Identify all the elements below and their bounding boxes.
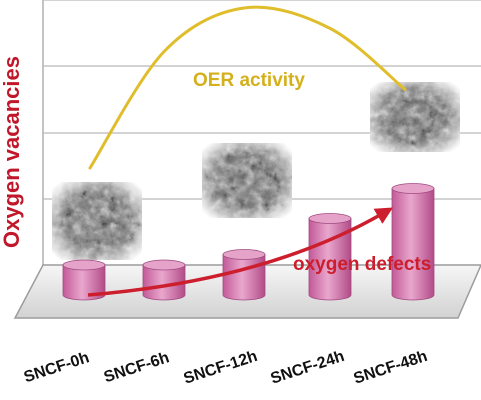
x-tick-label: SNCF-0h	[22, 349, 92, 386]
x-tick-label: SNCF-24h	[269, 348, 347, 388]
bar-SNCF-48h	[391, 183, 435, 301]
x-tick-label: SNCF-48h	[352, 348, 430, 388]
bar-SNCF-12h	[222, 249, 266, 301]
x-tick-label: SNCF-6h	[102, 349, 172, 386]
y-axis-label: Oxygen vacancies	[0, 56, 24, 248]
sem-image-12h	[202, 143, 292, 218]
sem-image-0h	[52, 182, 142, 260]
oer-activity-label: OER activity	[193, 70, 305, 91]
micrograph-layer	[52, 82, 460, 260]
bar-SNCF-0h	[62, 259, 106, 301]
oxygen-defects-arrow	[87, 207, 394, 297]
bar-SNCF-24h	[308, 213, 352, 301]
x-tick-labels: SNCF-0h SNCF-6h SNCF-12h SNCF-24h SNCF-48h	[22, 348, 430, 388]
oxygen-defects-label: oxygen defects	[293, 254, 431, 275]
bar-layer	[62, 183, 435, 301]
bar-SNCF-6h	[142, 259, 186, 301]
oer-activity-curve	[88, 5, 407, 170]
sem-image-48h	[370, 82, 460, 152]
x-tick-label: SNCF-12h	[182, 348, 260, 388]
